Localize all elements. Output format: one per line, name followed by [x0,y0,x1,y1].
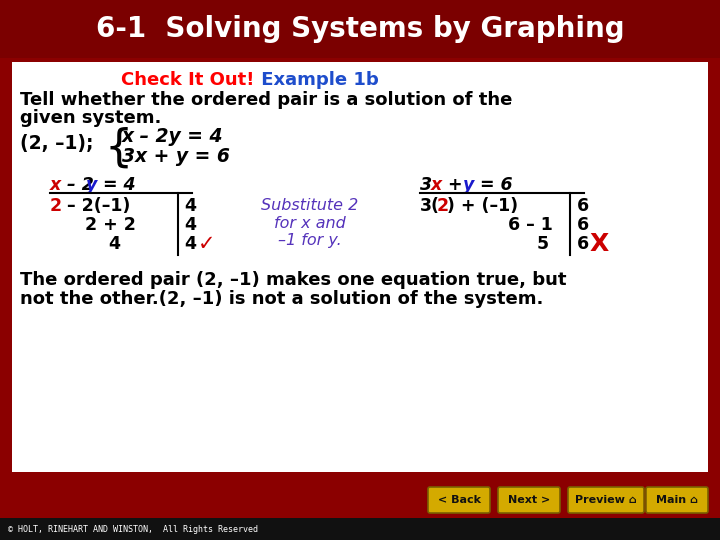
Text: < Back: < Back [438,495,480,505]
Bar [12,62,708,472]
Bar [0,518,720,540]
FancyBboxPatch shape [646,487,708,513]
Text: x – 2y = 4: x – 2y = 4 [122,127,223,146]
Text: 3: 3 [420,176,432,194]
Text: 2: 2 [50,197,62,215]
Text: y: y [463,176,474,194]
Text: 3x + y = 6: 3x + y = 6 [122,147,230,166]
Text: 4: 4 [184,235,196,253]
Text: X: X [590,232,609,256]
Text: 2: 2 [437,197,449,215]
FancyBboxPatch shape [428,487,490,513]
Text: 6: 6 [577,197,589,215]
Text: ✓: ✓ [198,234,215,254]
Text: – 2: – 2 [61,176,94,194]
Text: 6 – 1: 6 – 1 [508,216,553,234]
Text: (2, –1);: (2, –1); [20,134,94,153]
Text: ) + (–1): ) + (–1) [447,197,518,215]
Text: Check It Out!: Check It Out! [121,71,254,89]
Text: 4: 4 [108,235,120,253]
Text: given system.: given system. [20,109,161,127]
Text: = 4: = 4 [97,176,135,194]
Text: Next >: Next > [508,495,550,505]
Text: The ordered pair (2, –1) makes one equation true, but: The ordered pair (2, –1) makes one equat… [20,271,567,289]
Text: 4: 4 [184,197,196,215]
Bar [0,0,720,58]
Text: 4: 4 [184,216,196,234]
Text: Example 1b: Example 1b [255,71,379,89]
Bar [0,472,720,518]
Text: 5: 5 [537,235,549,253]
Text: +: + [442,176,469,194]
Text: Preview ⌂: Preview ⌂ [575,495,637,505]
Text: 6: 6 [577,235,589,253]
Text: for x and: for x and [274,215,346,231]
Text: 6-1  Solving Systems by Graphing: 6-1 Solving Systems by Graphing [96,15,624,43]
Text: not the other.(2, –1) is not a solution of the system.: not the other.(2, –1) is not a solution … [20,290,544,308]
Text: Tell whether the ordered pair is a solution of the: Tell whether the ordered pair is a solut… [20,91,513,109]
Text: –1 for y.: –1 for y. [278,233,342,247]
Text: x: x [431,176,442,194]
FancyBboxPatch shape [498,487,560,513]
Text: © HOLT, RINEHART AND WINSTON,  All Rights Reserved: © HOLT, RINEHART AND WINSTON, All Rights… [8,524,258,534]
Text: Substitute 2: Substitute 2 [261,199,359,213]
Text: = 6: = 6 [474,176,513,194]
Text: y: y [86,176,97,194]
Text: Main ⌂: Main ⌂ [656,495,698,505]
Text: 3(: 3( [420,197,440,215]
Text: 2 + 2: 2 + 2 [85,216,136,234]
Text: x: x [50,176,61,194]
Text: {: { [105,126,133,170]
FancyBboxPatch shape [568,487,644,513]
Text: – 2(–1): – 2(–1) [61,197,130,215]
Text: 6: 6 [577,216,589,234]
